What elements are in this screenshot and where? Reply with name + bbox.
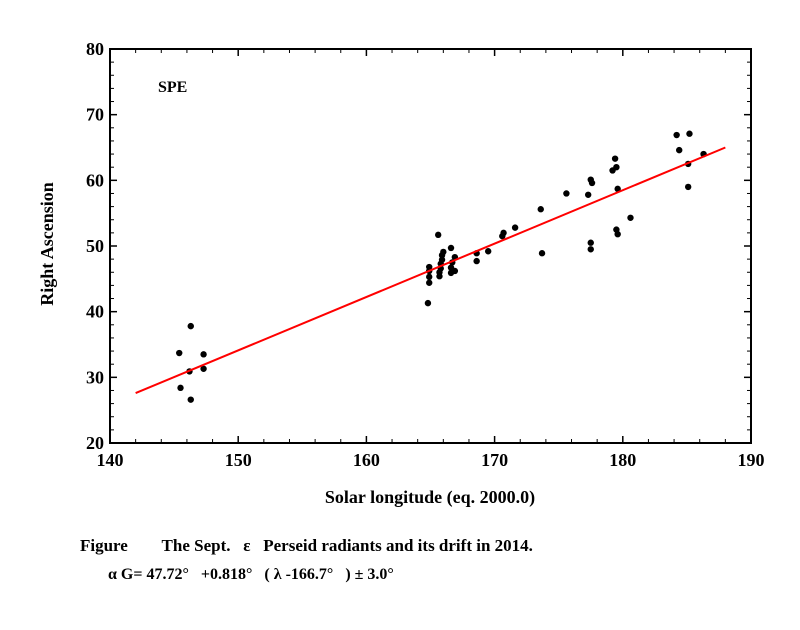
data-point <box>673 131 680 139</box>
data-point <box>588 179 596 187</box>
y-tick-label: 60 <box>86 170 104 190</box>
data-point <box>563 190 570 197</box>
data-point <box>538 250 546 257</box>
data-point <box>584 191 592 198</box>
data-point <box>426 279 433 286</box>
data-point <box>686 130 693 137</box>
data-point <box>426 263 433 271</box>
data-point <box>484 248 492 255</box>
data-point <box>176 349 183 357</box>
data-point <box>537 206 544 213</box>
y-axis-title: Right Ascension <box>37 182 57 306</box>
x-axis-title: Solar longitude (eq. 2000.0) <box>325 487 535 508</box>
data-point <box>451 267 459 275</box>
axes: 140 150 160 170 180 190 20 30 40 50 60 70 80 <box>86 39 765 470</box>
data-point <box>587 246 594 253</box>
data-point <box>473 257 480 265</box>
figure-caption: Figure The Sept. ε Perseid radiants and … <box>80 536 533 555</box>
data-point <box>187 396 194 403</box>
data-point <box>587 239 594 246</box>
x-tick-label: 180 <box>609 450 636 470</box>
drift-equation: α G= 47.72° +0.818° ( λ -166.7° ) ± 3.0° <box>108 566 394 583</box>
data-point <box>447 244 455 252</box>
data-point <box>500 229 507 237</box>
data-point <box>511 224 519 231</box>
y-tick-label: 80 <box>86 39 104 59</box>
annotation-label: SPE <box>158 79 187 96</box>
y-tick-label: 40 <box>86 302 104 322</box>
x-tick-label: 140 <box>97 450 124 470</box>
data-point <box>426 273 433 281</box>
data-point <box>200 365 207 372</box>
x-tick-label: 150 <box>225 450 252 470</box>
data-point <box>438 256 446 263</box>
y-tick-label: 20 <box>86 433 104 453</box>
data-point <box>613 164 620 171</box>
x-tick-label: 170 <box>481 450 508 470</box>
y-tick-label: 30 <box>86 367 104 387</box>
y-tick-label: 50 <box>86 236 104 256</box>
y-tick-label: 70 <box>86 105 104 125</box>
data-point <box>627 214 634 221</box>
data-point <box>424 299 432 307</box>
data-point <box>614 230 621 238</box>
data-point <box>200 351 207 358</box>
x-tick-label: 160 <box>353 450 380 470</box>
x-tick-label: 190 <box>738 450 765 470</box>
data-point <box>614 185 621 193</box>
scatter-chart: 140 150 160 170 180 190 20 30 40 50 60 70 80 SPE Sol… <box>37 39 765 508</box>
data-point <box>187 322 194 330</box>
data-point <box>676 146 683 154</box>
data-point <box>611 155 619 162</box>
plot-frame <box>109 48 752 444</box>
data-point <box>440 248 447 256</box>
data-point <box>434 231 442 239</box>
fit-line <box>135 146 726 395</box>
fit-line-group <box>135 146 726 395</box>
data-point <box>177 384 184 392</box>
data-point <box>684 183 692 191</box>
